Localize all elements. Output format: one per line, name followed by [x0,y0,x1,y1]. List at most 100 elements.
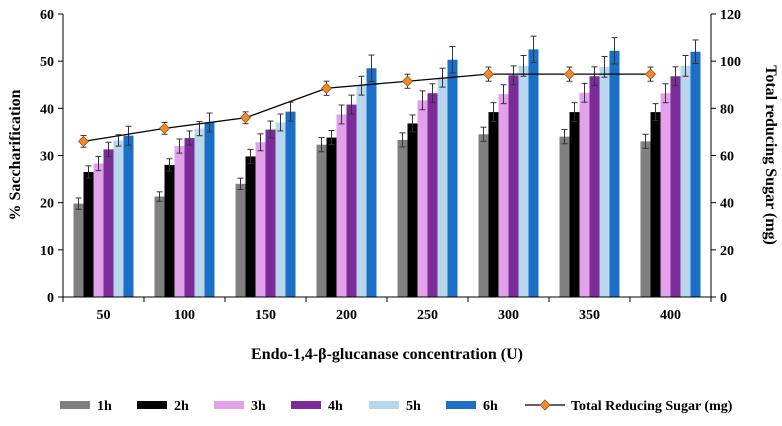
x-tick-label: 150 [255,308,276,323]
bar [184,138,195,297]
bar [255,142,266,297]
line-point-marker [239,112,252,124]
line-point-marker [644,68,657,80]
legend-label: 5h [406,399,421,414]
y2-tick-label: 100 [720,55,741,70]
bar [245,156,256,297]
bar-series-group [73,49,701,298]
bar [528,49,539,297]
bar [417,100,428,297]
bar [609,50,620,297]
y-tick-label: 20 [40,197,54,212]
line-point-marker [482,68,495,80]
bar [589,76,600,297]
bar [316,144,327,297]
bar [275,122,286,297]
y2-tick-label: 80 [720,102,734,117]
line-point-marker [401,75,414,87]
bar [518,65,529,297]
bar [93,163,104,297]
bar [690,51,701,297]
x-axis-title: Endo-1,4-β-glucanase concentration (U) [251,346,523,363]
legend-swatch [369,401,399,409]
legend: 1h 2h 3h 4h 5h 6h Total Reducing Sugar (mg) [60,399,733,414]
bar [478,134,489,297]
y-tick-label: 40 [40,102,54,117]
y-tick-label: 0 [47,291,54,306]
y-tick-label: 30 [40,150,54,165]
legend-swatch [214,401,244,409]
x-tick-label: 400 [660,308,681,323]
bar [154,196,165,297]
legend-label: 3h [251,399,266,414]
bar [366,68,377,297]
tick-label-group: 0 10 20 30 40 50 60 0 20 40 60 80 100 120 50 100 150 200 2… [40,8,741,323]
y-tick-label: 50 [40,55,54,70]
x-tick-label: 50 [97,308,111,323]
x-tick-label: 100 [174,308,195,323]
bar [204,122,215,297]
bar [73,203,84,297]
line-series-path [83,73,651,142]
bar [498,94,509,297]
bar [680,65,691,297]
x-tick-label: 350 [579,308,600,323]
bar [427,93,438,298]
bar [326,137,337,297]
bar [397,139,408,297]
bar [437,77,448,297]
legend-label: 2h [174,399,189,414]
bar [599,66,610,298]
bar [569,112,580,298]
y2-tick-label: 20 [720,244,734,259]
x-tick-label: 250 [417,308,438,323]
bar [660,93,671,298]
x-tick-label: 200 [336,308,357,323]
legend-swatch [60,401,90,409]
bar [508,75,519,297]
bar [164,164,175,297]
line-point-marker [563,68,576,80]
bar [640,141,651,297]
y2-tick-label: 40 [720,197,734,212]
line-point-marker [77,135,90,147]
legend-swatch [291,401,321,409]
bar [407,123,418,297]
bar [123,135,134,297]
bar [235,183,246,297]
legend-label: Total Reducing Sugar (mg) [571,399,733,414]
bar [488,112,499,298]
y2-tick-label: 120 [720,8,741,23]
legend-swatch [137,401,167,409]
x-tick-label: 300 [498,308,519,323]
y-tick-label: 10 [40,244,54,259]
legend-swatch [446,401,476,409]
bar [670,76,681,297]
bar [336,114,347,297]
y2-axis-title: Total reducing Sugar (mg) [762,65,779,245]
legend-label: 4h [328,399,343,414]
bar [174,146,185,297]
y-axis-title: % Saccharification [7,89,24,220]
legend-label: 1h [97,399,112,414]
bar [285,111,296,297]
error-bar-group [75,35,699,210]
bar [559,136,570,297]
y2-tick-label: 0 [720,291,727,306]
bar [579,92,590,297]
bar [113,140,124,297]
line-series-group [77,66,657,148]
bar [346,104,357,297]
legend-line-marker [539,399,551,411]
bar [650,112,661,298]
bar [356,85,367,298]
bar [83,172,94,297]
bar [447,59,458,298]
legend-label: 6h [483,399,498,414]
y2-tick-label: 60 [720,150,734,165]
bar [103,149,114,297]
line-point-marker [158,122,171,134]
bar [194,128,205,297]
